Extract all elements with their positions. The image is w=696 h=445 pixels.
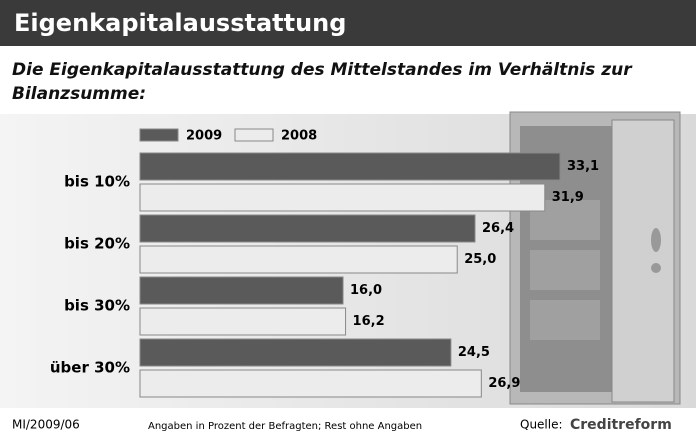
- category-label: über 30%: [50, 359, 130, 377]
- value-label: 16,2: [353, 314, 385, 329]
- subtitle: Die Eigenkapitalausstattung des Mittelst…: [12, 60, 632, 104]
- source: Creditreform: [570, 417, 672, 433]
- value-label: 24,5: [458, 345, 490, 360]
- legend-label: 2008: [281, 129, 317, 144]
- footer-note: Angaben in Prozent der Befragten; Rest o…: [148, 421, 422, 432]
- category-label: bis 30%: [64, 297, 130, 315]
- bar: [139, 307, 347, 336]
- value-label: 31,9: [552, 190, 584, 205]
- legend-swatch: [139, 128, 179, 142]
- bar: [139, 276, 344, 305]
- value-label: 26,4: [482, 221, 514, 236]
- footer-code: MI/2009/06: [12, 418, 80, 432]
- footer-bar: [0, 408, 696, 441]
- value-label: 33,1: [567, 159, 599, 174]
- bar: [139, 338, 452, 367]
- legend-swatch: [234, 128, 274, 142]
- bar: [139, 214, 476, 243]
- chart-title: Eigenkapitalausstattung: [14, 9, 346, 37]
- subtitle-box: Die Eigenkapitalausstattung des Mittelst…: [12, 60, 632, 104]
- header-bar: [0, 0, 696, 46]
- category-label: bis 10%: [64, 173, 130, 191]
- value-label: 16,0: [350, 283, 382, 298]
- value-label: 26,9: [488, 376, 520, 391]
- bar: [139, 369, 482, 398]
- category-label: bis 20%: [64, 235, 130, 253]
- bar: [139, 183, 546, 212]
- bar: [139, 245, 458, 274]
- bar: [139, 152, 561, 181]
- legend-label: 2009: [186, 129, 222, 144]
- source-label: Quelle:: [520, 418, 563, 432]
- value-label: 25,0: [464, 252, 496, 267]
